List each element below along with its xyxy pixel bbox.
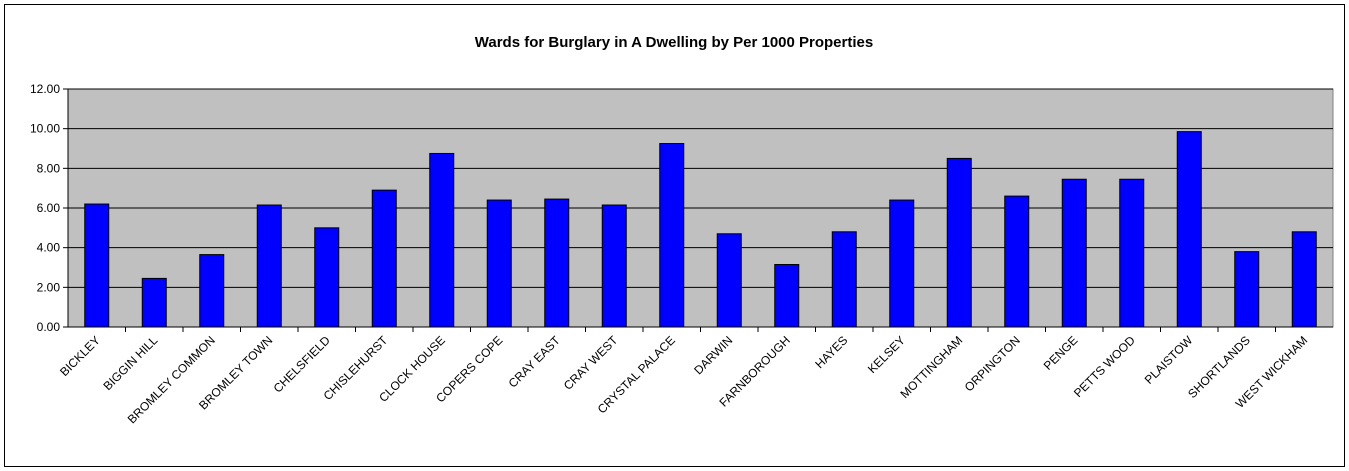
bars [84,131,1317,328]
bar [314,227,340,328]
x-tick-label: MOTTINGHAM [897,333,965,401]
x-tick-label: CHELSFIELD [271,333,333,395]
bar [1234,251,1260,328]
x-tick-label: PENGE [1041,333,1081,373]
bar [659,143,685,328]
x-tick-label: BIGGIN HILL [100,333,160,393]
bar [141,277,167,328]
x-tick-label: CRAY WEST [561,333,621,393]
bar [601,204,627,328]
bar [774,264,800,328]
bar [199,254,225,328]
bar [889,199,915,328]
x-tick-label: ORPINGTON [962,333,1023,394]
y-tick-label: 8.00 [37,161,61,175]
bar [946,157,972,328]
y-tick-label: 2.00 [37,280,61,294]
bar [429,152,455,328]
y-tick-label: 4.00 [37,241,61,255]
x-tick-label: PLAISTOW [1142,333,1196,387]
y-tick-labels: 0.00 2.00 4.00 6.00 8.00 10.00 12.00 [30,82,60,334]
axes [63,88,1333,332]
x-tick-label: CRAY EAST [506,333,564,391]
y-tick-label: 0.00 [37,320,61,334]
bar [1119,178,1145,328]
chart-title: Wards for Burglary in A Dwelling by Per … [475,34,873,51]
bar [544,198,570,328]
x-tick-label: KELSEY [865,333,908,376]
bar [84,203,110,328]
y-tick-label: 6.00 [37,201,61,215]
bar [1061,178,1087,328]
y-tick-label: 12.00 [30,82,60,96]
bar [256,204,282,328]
bar [1176,131,1202,328]
x-tick-label: HAYES [812,333,850,371]
bar [1004,195,1030,328]
y-tick-label: 10.00 [30,122,60,136]
bar [716,233,742,328]
x-tick-label: DARWIN [691,333,735,377]
bar [831,231,857,328]
x-tick-label: PETTS WOOD [1071,333,1138,400]
bar [371,189,397,328]
x-tick-label: BICKLEY [57,333,103,379]
bar [486,199,512,328]
bar [1291,231,1317,328]
